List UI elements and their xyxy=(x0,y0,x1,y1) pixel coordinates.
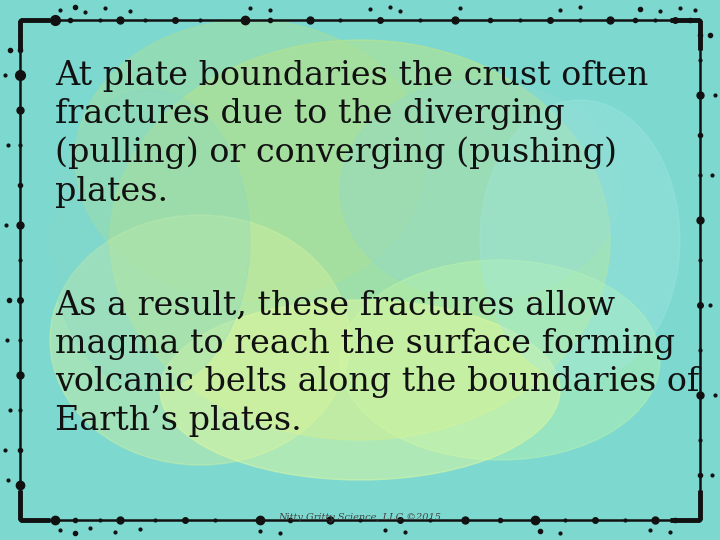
Ellipse shape xyxy=(340,260,660,460)
Ellipse shape xyxy=(75,20,425,300)
Text: At plate boundaries the crust often
fractures due to the diverging
(pulling) or : At plate boundaries the crust often frac… xyxy=(55,60,648,207)
Text: As a result, these fractures allow
magma to reach the surface forming
volcanic b: As a result, these fractures allow magma… xyxy=(55,290,699,437)
Ellipse shape xyxy=(340,80,620,300)
Ellipse shape xyxy=(480,100,680,380)
Text: Nitty Gritty Science, LLC ©2015: Nitty Gritty Science, LLC ©2015 xyxy=(279,513,441,522)
Ellipse shape xyxy=(160,300,560,480)
Ellipse shape xyxy=(50,90,250,390)
Ellipse shape xyxy=(110,40,610,440)
Ellipse shape xyxy=(50,215,350,465)
